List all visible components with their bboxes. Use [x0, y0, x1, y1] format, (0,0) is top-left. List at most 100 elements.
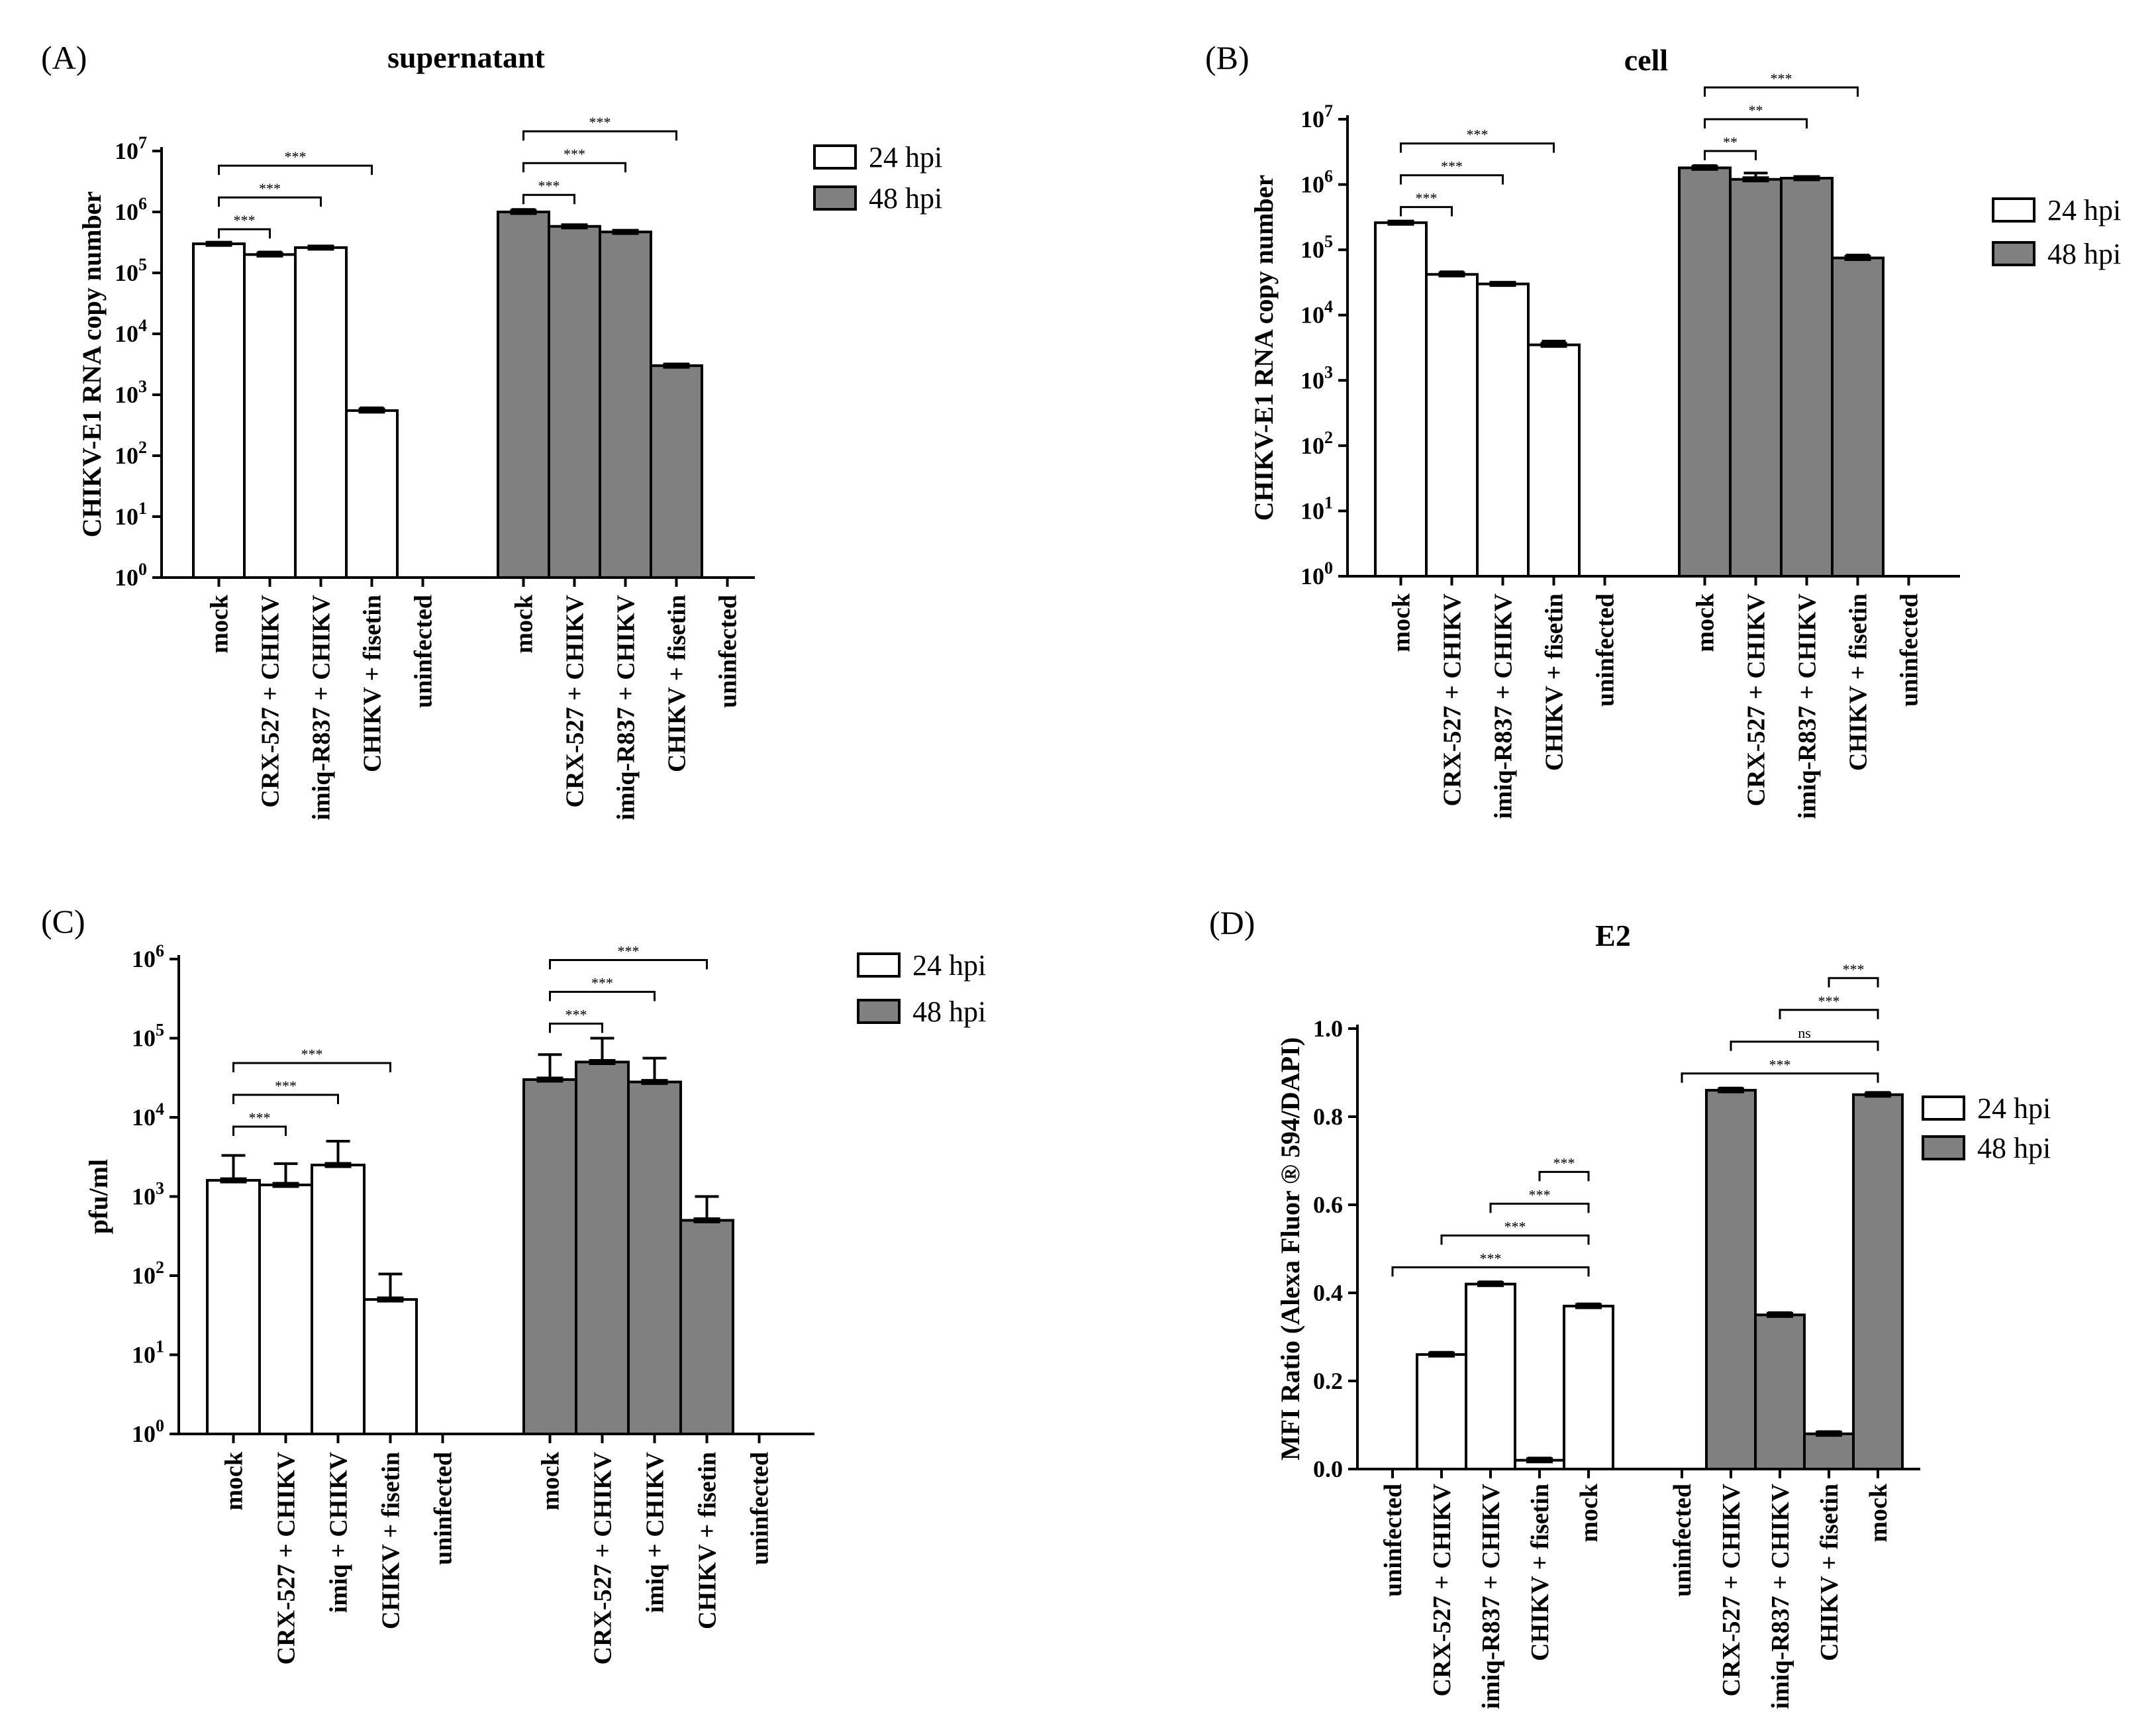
y-axis-label: pfu/ml: [83, 1159, 113, 1234]
panel-A: (A) supernatant CHIKV-E1 RNA copy number 10…: [41, 39, 942, 820]
bar: [1416, 1353, 1467, 1470]
y-tick-label: 106: [115, 194, 147, 225]
y-tick-label: 105: [115, 255, 147, 286]
bar: [679, 1219, 734, 1436]
bar: [1852, 1093, 1904, 1470]
bar: [1527, 343, 1581, 578]
legend-label: 24 hpi: [869, 141, 942, 174]
y-tick-label: 1.0: [1313, 1015, 1343, 1042]
x-tick-label: CHIKV + fisetin: [1845, 593, 1873, 771]
bar: [1465, 1282, 1516, 1470]
legend-swatch: [1992, 197, 2035, 223]
legend-swatch: [813, 185, 857, 211]
significance-bracket: [1730, 1041, 1879, 1051]
significance-bracket: [1704, 118, 1808, 128]
significance-label: ***: [234, 212, 256, 229]
significance-bracket: [232, 1125, 287, 1136]
x-tick-label: CHIKV + fisetin: [1816, 1484, 1843, 1661]
y-tick-label: 0.8: [1313, 1103, 1343, 1130]
bar: [1729, 178, 1783, 578]
y-tick-label: 102: [1300, 428, 1333, 459]
y-tick-label: 102: [115, 438, 147, 469]
significance-bracket: [1440, 1234, 1590, 1245]
x-tick-label: CRX-527 + CHIKV: [273, 1451, 301, 1664]
bar: [1563, 1304, 1614, 1470]
significance-label: ***: [1467, 127, 1489, 143]
bar: [522, 1078, 577, 1435]
significance-label: ***: [1480, 1250, 1502, 1266]
x-tick-label: mock: [1692, 593, 1720, 652]
y-tick-label: 102: [132, 1258, 164, 1289]
x-tick-label: imiq-R837 + CHIKV: [1767, 1483, 1794, 1709]
significance-bracket: [1828, 977, 1879, 988]
bar: [192, 242, 246, 579]
significance-label: ***: [275, 1078, 297, 1094]
significance-label: ***: [1818, 993, 1840, 1009]
bar: [345, 409, 399, 580]
bar: [1831, 256, 1885, 578]
bar: [650, 364, 703, 579]
significance-bracket: [549, 1023, 603, 1033]
y-tick-label: 100: [1300, 558, 1333, 589]
y-tick-label: 0.6: [1313, 1192, 1343, 1218]
significance-label: ***: [259, 180, 281, 197]
significance-bracket: [522, 130, 677, 141]
legend-label: 24 hpi: [2047, 194, 2121, 227]
bar: [206, 1179, 261, 1435]
y-tick-label: 104: [132, 1099, 164, 1131]
x-tick-label: CHIKV + fisetin: [694, 1452, 722, 1629]
bar: [1754, 1313, 1806, 1470]
panel-D: (D) E2 MFI Ratio (Alexa Fluor ® 594/DAPI) 0…: [1209, 904, 2051, 1709]
x-tick-label: mock: [1388, 593, 1416, 652]
significance-bracket: [522, 193, 575, 205]
x-tick-label: CRX-527 + CHIKV: [1743, 593, 1771, 806]
significance-bracket: [1400, 206, 1453, 217]
x-tick-label: CRX-527 + CHIKV: [562, 594, 589, 807]
y-tick-label: 103: [132, 1179, 164, 1210]
significance-label: ***: [1769, 1056, 1791, 1073]
y-tick-label: 100: [132, 1416, 164, 1447]
bar: [1803, 1432, 1855, 1471]
x-tick-label: CHIKV + fisetin: [359, 595, 387, 772]
significance-bracket: [1779, 1009, 1879, 1019]
significance-label: ***: [1529, 1186, 1551, 1203]
significance-label: ***: [1553, 1154, 1575, 1171]
significance-label: ***: [285, 148, 307, 165]
bar: [311, 1163, 366, 1435]
significance-bracket: [1391, 1266, 1590, 1277]
significance-label: ***: [1441, 158, 1463, 175]
significance-bracket: [1704, 86, 1859, 97]
significance-label: ***: [565, 1007, 587, 1023]
significance-label: ***: [564, 146, 585, 162]
legend-swatch: [1992, 241, 2035, 266]
legend-swatch: [1922, 1095, 1965, 1121]
significance-bracket: [218, 228, 271, 239]
y-tick-label: 101: [1300, 493, 1333, 524]
panel-B: (B) cell CHIKV-E1 RNA copy number 100 101 102…: [1205, 39, 2121, 819]
y-tick-label: 0.4: [1313, 1280, 1343, 1306]
significance-label: ***: [589, 114, 611, 130]
significance-label: **: [1749, 102, 1763, 119]
x-tick-label: CRX-527 + CHIKV: [1428, 1483, 1456, 1696]
legend-label: 48 hpi: [1977, 1132, 2051, 1164]
significance-bracket: [549, 959, 708, 970]
significance-bracket: [1704, 150, 1757, 160]
significance-bracket: [549, 991, 656, 1001]
y-tick-label: 105: [132, 1021, 164, 1052]
significance-label: ***: [618, 943, 640, 960]
significance-label: **: [1723, 134, 1738, 150]
bar: [627, 1080, 682, 1435]
bar: [1780, 177, 1834, 578]
x-tick-label: mock: [1575, 1483, 1603, 1543]
chart-title: cell: [1624, 43, 1668, 77]
x-tick-label: CRX-527 + CHIKV: [257, 594, 285, 807]
significance-bracket: [522, 162, 626, 173]
x-tick-label: uninfected: [1669, 1484, 1696, 1597]
y-tick-label: 104: [1300, 297, 1333, 329]
panel-label: (D): [1209, 904, 1255, 941]
significance-label: ***: [1771, 70, 1792, 87]
y-tick-label: 100: [115, 560, 147, 591]
x-tick-label: imiq-R837 + CHIKV: [308, 594, 336, 820]
x-tick-label: mock: [511, 594, 538, 654]
